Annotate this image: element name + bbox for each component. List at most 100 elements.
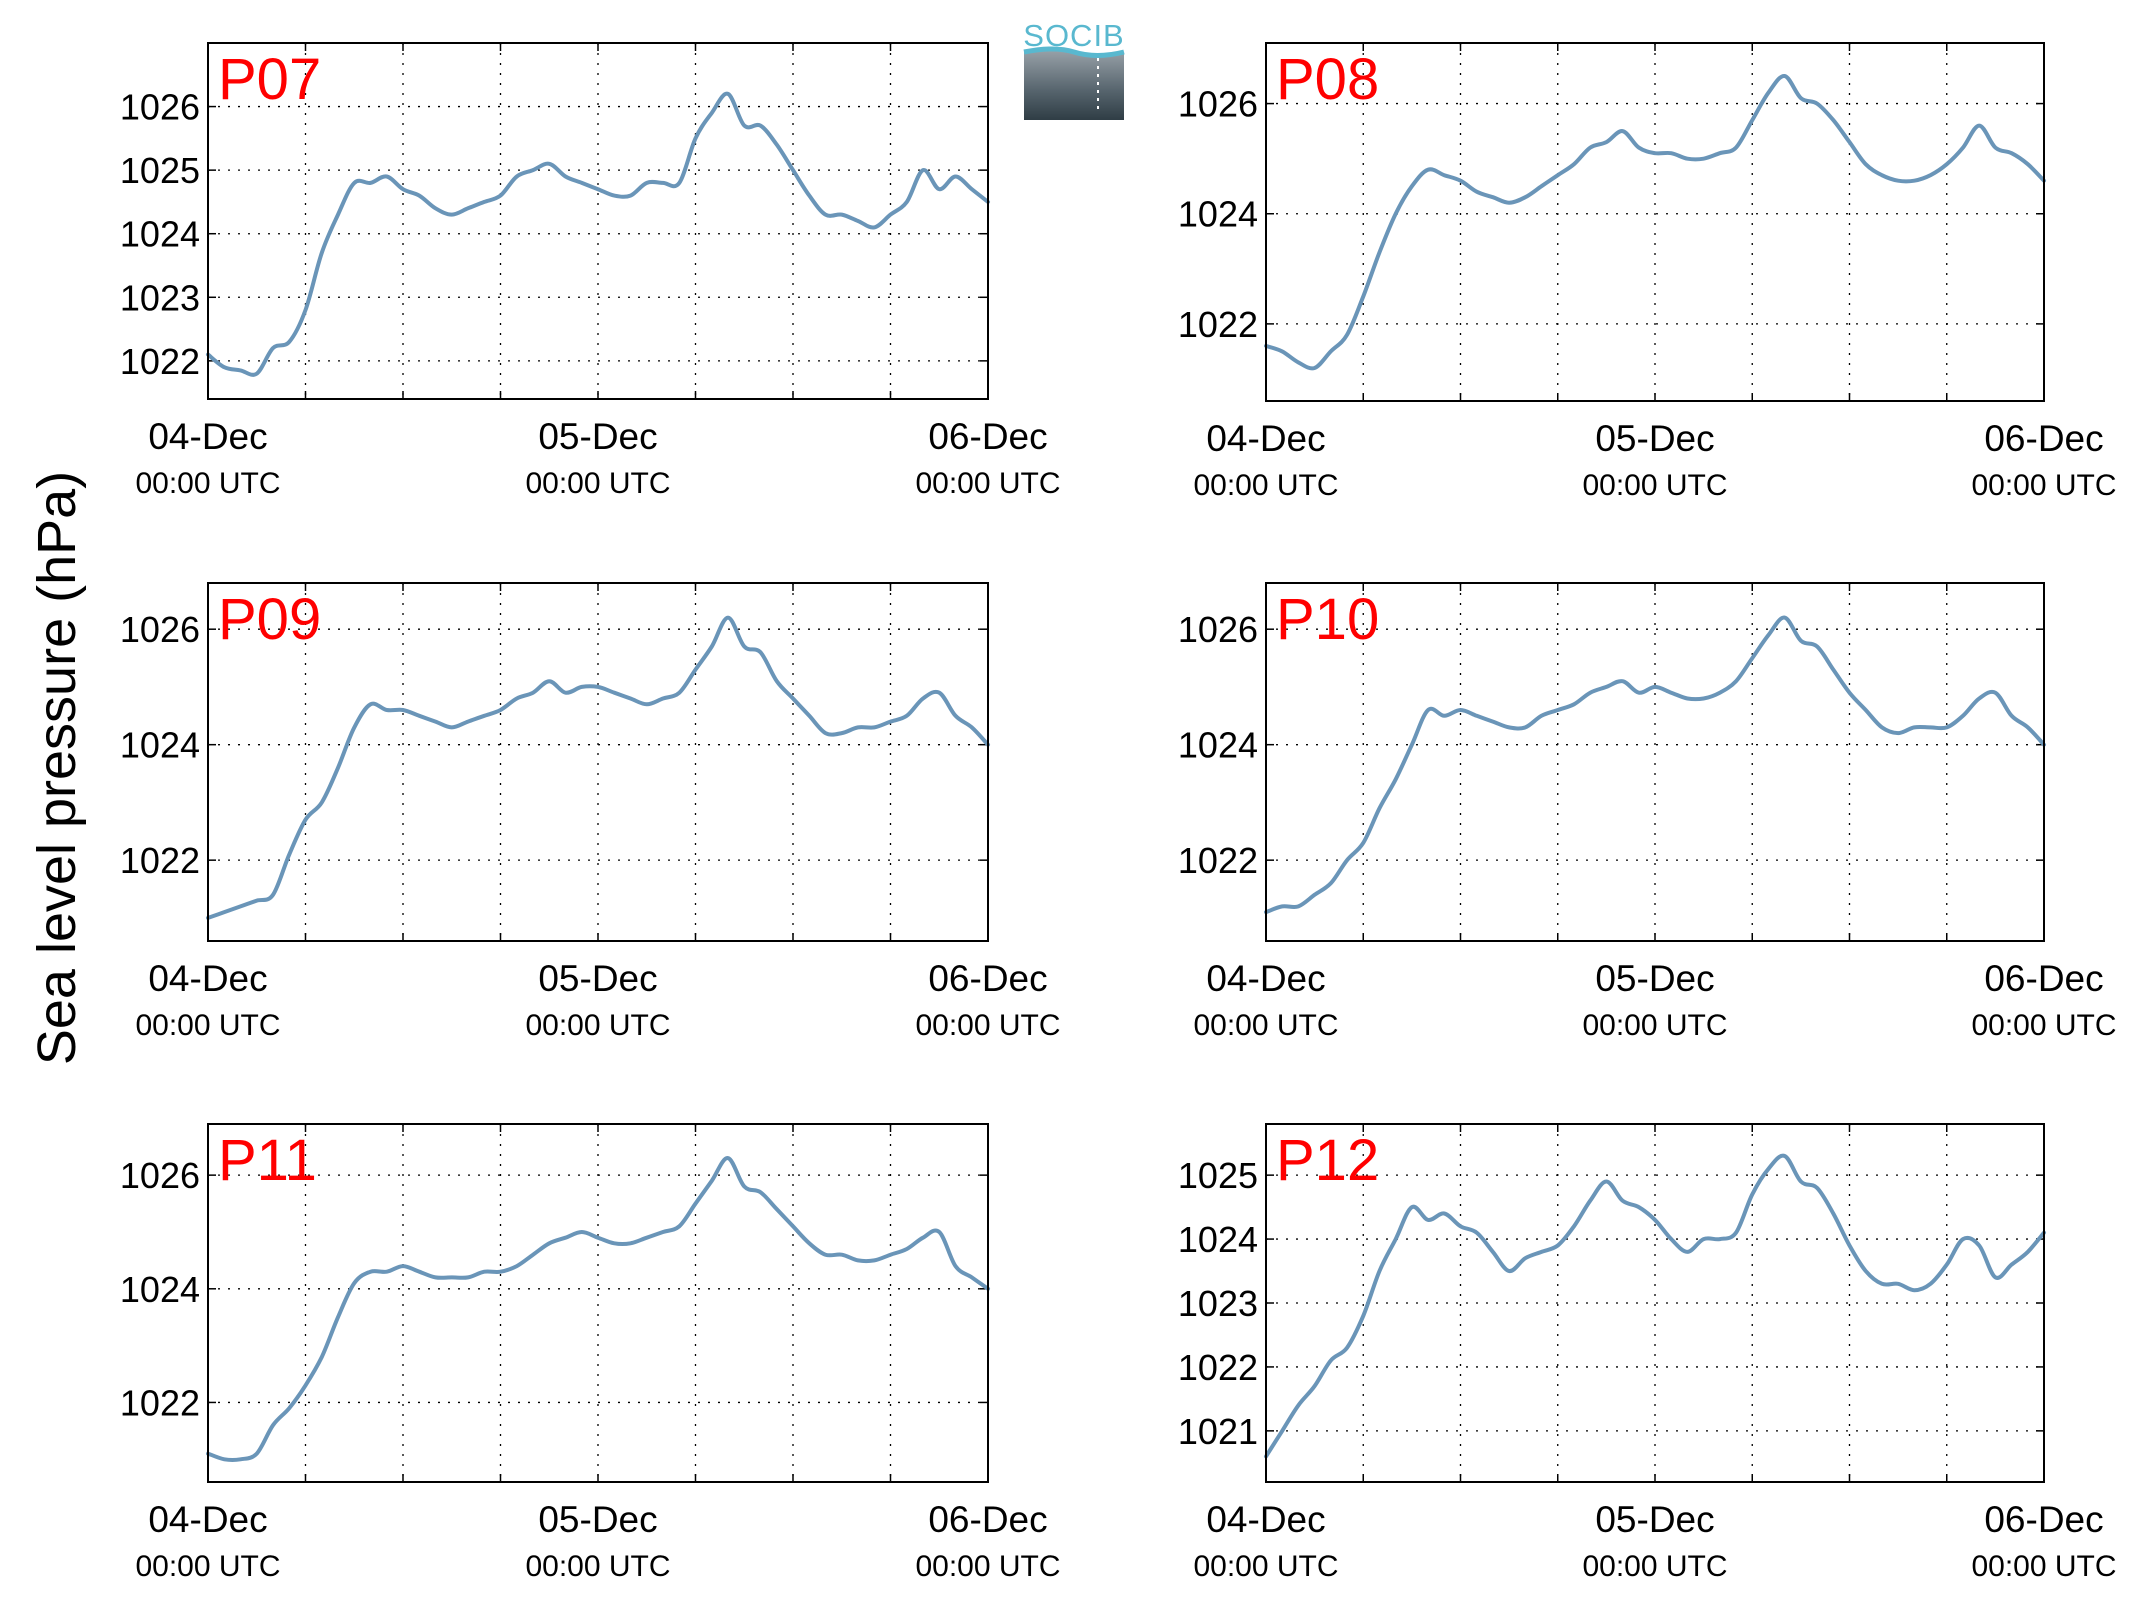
x-tick-time-label: 00:00 UTC xyxy=(1582,1550,1727,1583)
socib-logo: SOCIB xyxy=(1023,18,1125,120)
pressure-line xyxy=(1264,1153,2046,1459)
x-tick-date-label: 05-Dec xyxy=(538,416,657,457)
y-axis-label: Sea level pressure (hPa) xyxy=(27,471,87,1065)
y-tick-label: 1025 xyxy=(1178,1155,1258,1196)
panel-title: P10 xyxy=(1276,587,1379,652)
x-tick-time-label: 00:00 UTC xyxy=(1193,1550,1338,1583)
x-tick-date-label: 06-Dec xyxy=(928,1499,1047,1540)
plot-frame xyxy=(207,1123,989,1483)
panel-title: P07 xyxy=(218,47,321,112)
y-tick-label: 1026 xyxy=(120,1155,200,1196)
y-tick-label: 1024 xyxy=(120,725,200,766)
y-tick-label: 1022 xyxy=(1178,304,1258,345)
y-tick-label: 1026 xyxy=(1178,84,1258,125)
x-tick-date-label: 06-Dec xyxy=(1984,1499,2103,1540)
y-tick-label: 1026 xyxy=(120,609,200,650)
y-tick-label: 1022 xyxy=(120,1382,200,1423)
x-tick-time-label: 00:00 UTC xyxy=(135,467,280,500)
y-ticks: 1022 1023 1024 1025 1026 xyxy=(120,87,988,382)
y-ticks: 1022 1024 1026 xyxy=(1178,609,2044,881)
x-tick-time-label: 00:00 UTC xyxy=(135,1009,280,1042)
x-tick-date-label: 04-Dec xyxy=(1206,958,1325,999)
x-tick-date-label: 05-Dec xyxy=(1595,958,1714,999)
plot-area xyxy=(1266,43,2044,401)
x-tick-time-label: 00:00 UTC xyxy=(1582,1009,1727,1042)
y-tick-label: 1024 xyxy=(120,1269,200,1310)
pressure-line xyxy=(1264,74,2046,371)
y-tick-label: 1024 xyxy=(1178,1219,1258,1260)
x-tick-time-label: 00:00 UTC xyxy=(1193,1009,1338,1042)
x-tick-date-label: 04-Dec xyxy=(148,958,267,999)
x-tick-time-label: 00:00 UTC xyxy=(915,467,1060,500)
y-tick-label: 1022 xyxy=(120,341,200,382)
panel-title: P12 xyxy=(1276,1128,1379,1193)
plot-area xyxy=(1266,1124,2044,1482)
x-tick-time-label: 00:00 UTC xyxy=(1582,469,1727,502)
x-tick-date-label: 06-Dec xyxy=(928,416,1047,457)
x-ticks: 04-Dec 00:00 UTC 05-Dec 00:00 UTC 06-Dec 00:0… xyxy=(1193,1124,2117,1583)
logo-wave xyxy=(1024,48,1124,120)
x-ticks: 04-Dec 00:00 UTC 05-Dec 00:00 UTC 06-Dec 00:0… xyxy=(135,1124,1061,1583)
x-tick-date-label: 05-Dec xyxy=(538,1499,657,1540)
x-tick-date-label: 06-Dec xyxy=(928,958,1047,999)
x-tick-time-label: 00:00 UTC xyxy=(135,1550,280,1583)
panel-title: P08 xyxy=(1276,47,1379,112)
plot-area xyxy=(208,583,988,941)
x-tick-date-label: 05-Dec xyxy=(1595,1499,1714,1540)
x-ticks: 04-Dec 00:00 UTC 05-Dec 00:00 UTC 06-Dec 00:0… xyxy=(135,43,1061,500)
y-ticks: 1022 1024 1026 xyxy=(120,609,988,881)
y-tick-label: 1024 xyxy=(1178,194,1258,235)
y-tick-label: 1026 xyxy=(1178,609,1258,650)
x-tick-date-label: 04-Dec xyxy=(148,416,267,457)
plot-frame xyxy=(207,42,989,400)
y-tick-label: 1023 xyxy=(1178,1283,1258,1324)
plot-frame xyxy=(1265,1123,2045,1483)
pressure-line xyxy=(206,91,990,377)
x-tick-date-label: 06-Dec xyxy=(1984,958,2103,999)
x-tick-time-label: 00:00 UTC xyxy=(915,1550,1060,1583)
x-tick-time-label: 00:00 UTC xyxy=(525,467,670,500)
x-tick-time-label: 00:00 UTC xyxy=(525,1009,670,1042)
panel-p12: 1021 1022 1023 1024 1025 04-Dec 00:00 UTC 05-D… xyxy=(1178,1123,2117,1583)
panel-p10: 1022 1024 1026 04-Dec 00:00 UTC 05-Dec 00:00 … xyxy=(1178,582,2117,1042)
y-tick-label: 1021 xyxy=(1178,1411,1258,1452)
plot-area xyxy=(208,1124,988,1482)
y-tick-label: 1022 xyxy=(1178,840,1258,881)
grid xyxy=(208,1124,988,1482)
x-tick-time-label: 00:00 UTC xyxy=(1971,469,2116,502)
panel-title: P11 xyxy=(218,1128,317,1193)
x-ticks: 04-Dec 00:00 UTC 05-Dec 00:00 UTC 06-Dec 00:0… xyxy=(135,583,1061,1042)
x-tick-date-label: 05-Dec xyxy=(538,958,657,999)
x-tick-date-label: 04-Dec xyxy=(1206,1499,1325,1540)
y-tick-label: 1023 xyxy=(120,277,200,318)
panel-p09: 1022 1024 1026 04-Dec 00:00 UTC 05-Dec 00:00 … xyxy=(120,582,1061,1042)
panel-title: P09 xyxy=(218,587,321,652)
x-tick-time-label: 00:00 UTC xyxy=(1971,1550,2116,1583)
y-tick-label: 1024 xyxy=(1178,725,1258,766)
panel-p08: 1022 1024 1026 04-Dec 00:00 UTC 05-Dec 00:00 … xyxy=(1178,42,2117,502)
plot-frame xyxy=(1265,582,2045,942)
plot-area xyxy=(208,43,988,399)
y-tick-label: 1022 xyxy=(1178,1347,1258,1388)
plot-frame xyxy=(1265,42,2045,402)
x-tick-time-label: 00:00 UTC xyxy=(1193,469,1338,502)
panel-p07: 1022 1023 1024 1025 1026 04-Dec 00:00 UTC 05-D… xyxy=(120,42,1061,500)
plot-area xyxy=(1266,583,2044,941)
x-tick-date-label: 04-Dec xyxy=(1206,418,1325,459)
pressure-line xyxy=(206,1156,990,1462)
panel-p11: 1022 1024 1026 04-Dec 00:00 UTC 05-Dec 00:00 … xyxy=(120,1123,1061,1583)
plot-frame xyxy=(207,582,989,942)
y-tick-label: 1025 xyxy=(120,150,200,191)
y-ticks: 1022 1024 1026 xyxy=(1178,84,2044,345)
x-tick-time-label: 00:00 UTC xyxy=(915,1009,1060,1042)
y-ticks: 1022 1024 1026 xyxy=(120,1155,988,1423)
x-tick-date-label: 04-Dec xyxy=(148,1499,267,1540)
pressure-line xyxy=(1264,615,2046,915)
y-ticks: 1021 1022 1023 1024 1025 xyxy=(1178,1155,2044,1452)
x-tick-time-label: 00:00 UTC xyxy=(525,1550,670,1583)
y-tick-label: 1022 xyxy=(120,840,200,881)
logo-wave-crest xyxy=(1023,46,1125,58)
y-tick-label: 1026 xyxy=(120,87,200,128)
x-tick-time-label: 00:00 UTC xyxy=(1971,1009,2116,1042)
